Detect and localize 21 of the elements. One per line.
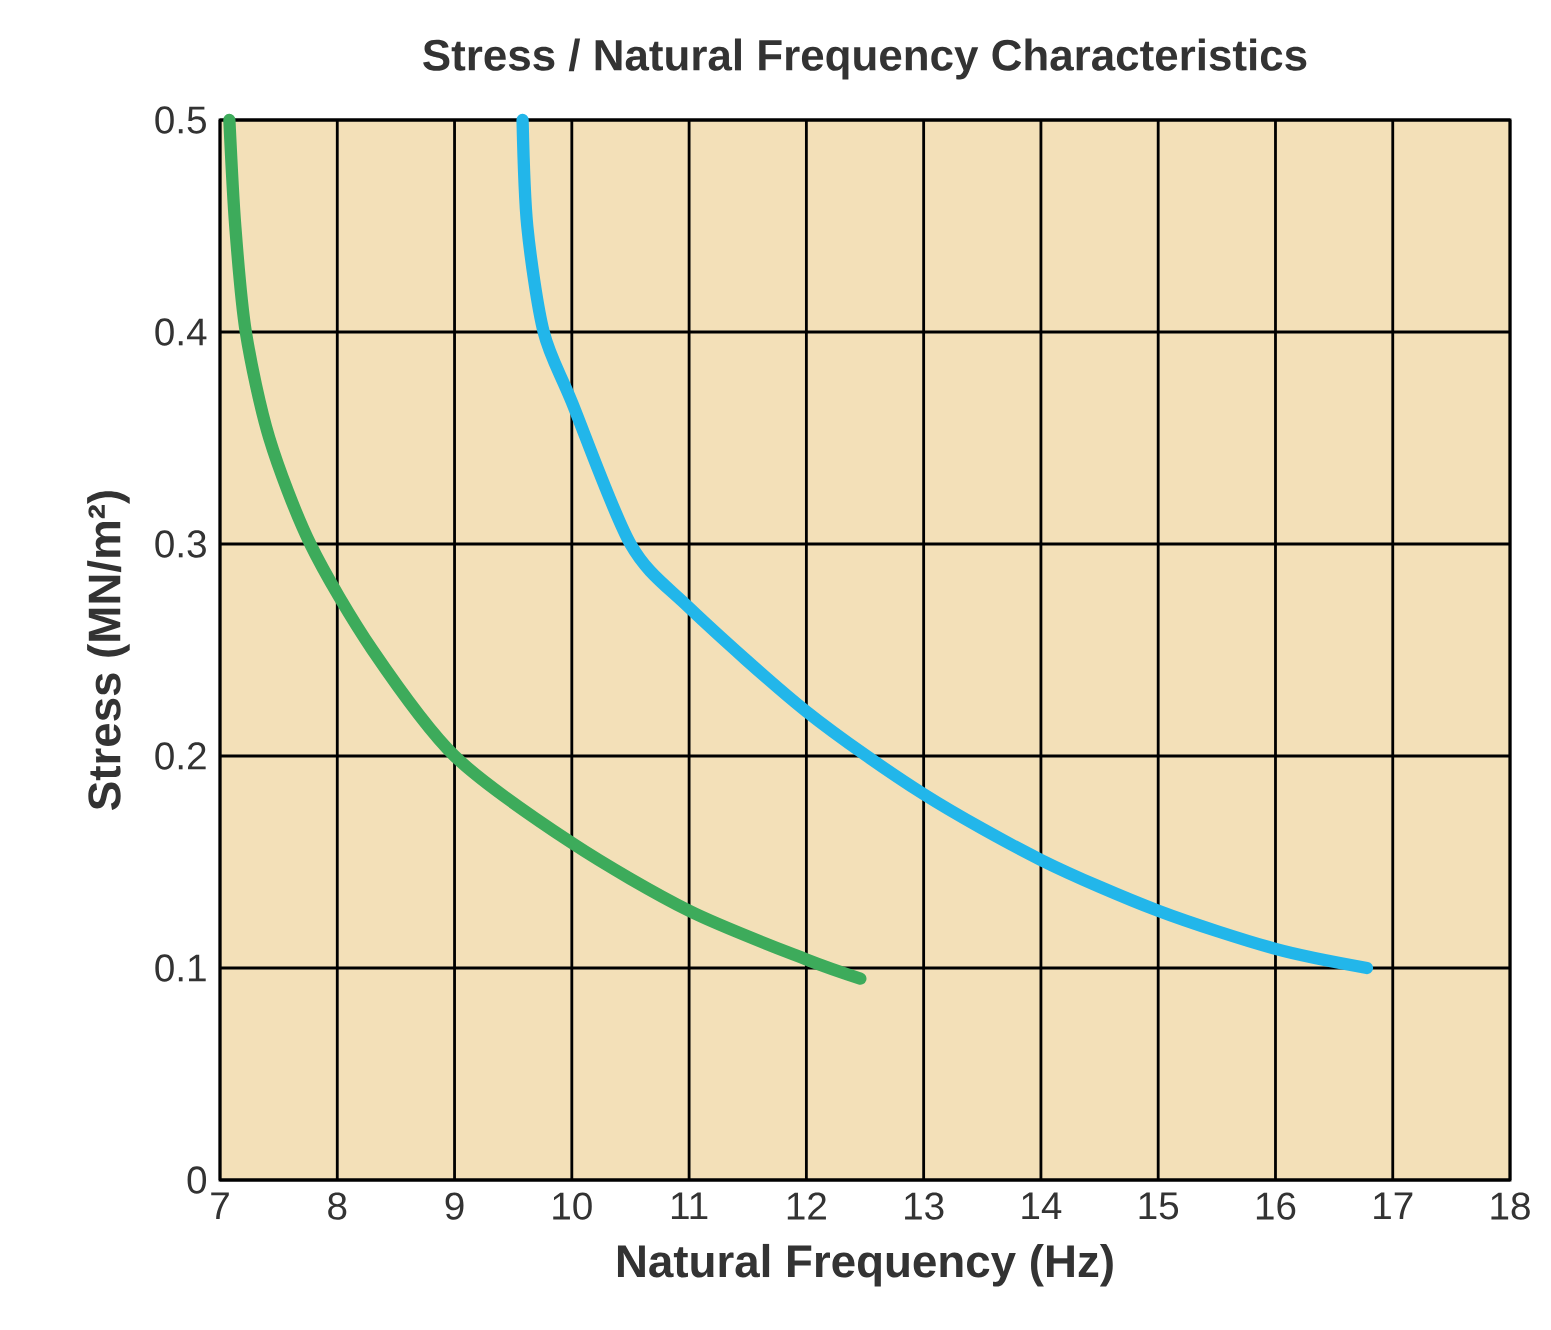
y-tick-label: 0.4 (155, 318, 207, 346)
x-tick-label: 12 (787, 1192, 826, 1220)
x-axis-title: Natural Frequency (Hz) (617, 1243, 1113, 1287)
y-axis-title: Stress (MN/m²) (87, 491, 130, 810)
y-tick-label: 0.3 (155, 530, 206, 558)
y-tick-label: 0.2 (155, 742, 206, 770)
x-tick-label: 18 (1491, 1192, 1530, 1220)
y-tick-label: 0.1 (155, 954, 206, 982)
chart-title: Stress / Natural Frequency Characteristics (423, 38, 1307, 80)
x-tick-label: 10 (553, 1192, 592, 1220)
x-tick-label: 15 (1139, 1192, 1179, 1220)
x-tick-label: 9 (445, 1192, 464, 1220)
y-tick-label: 0 (187, 1166, 207, 1194)
x-tick-label: 14 (1022, 1192, 1062, 1220)
x-tick-label: 7 (211, 1192, 229, 1220)
x-tick-label: 13 (905, 1192, 944, 1220)
x-tick-label: 8 (328, 1192, 347, 1220)
x-tick-label: 11 (671, 1192, 708, 1220)
x-tick-label: 17 (1374, 1192, 1413, 1220)
y-tick-label: 0.5 (155, 106, 206, 134)
x-tick-label: 16 (1256, 1192, 1296, 1220)
